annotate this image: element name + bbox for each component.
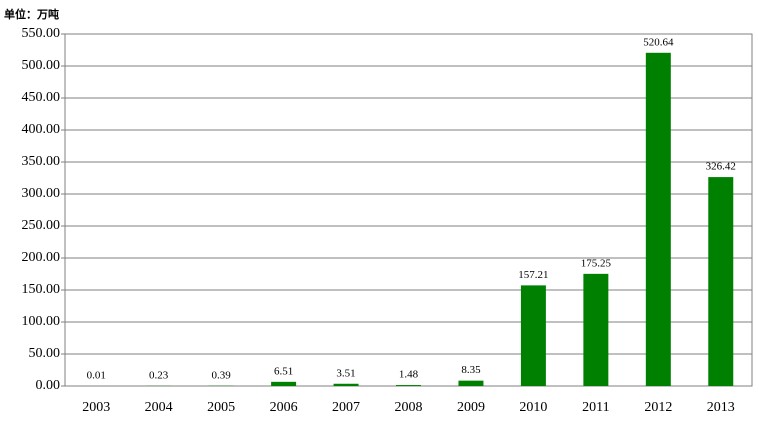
x-tick-label: 2012 [644, 400, 672, 415]
y-tick-label: 0.00 [36, 378, 61, 393]
value-label: 3.51 [336, 367, 355, 379]
value-label: 175.25 [581, 257, 612, 269]
y-tick-label: 150.00 [22, 282, 61, 297]
y-tick-label: 50.00 [29, 346, 61, 361]
value-label: 8.35 [461, 364, 481, 376]
bar [396, 385, 421, 386]
x-tick-label: 2006 [270, 400, 298, 415]
unit-label: 单位：万吨 [4, 7, 59, 21]
y-tick-label: 200.00 [22, 250, 61, 265]
bar [645, 52, 671, 386]
value-label: 520.64 [643, 36, 674, 48]
value-label: 0.39 [212, 369, 232, 381]
y-tick-label: 400.00 [22, 122, 61, 137]
y-tick-label: 250.00 [22, 218, 61, 233]
bar [520, 285, 546, 386]
x-tick-label: 2007 [332, 400, 360, 415]
value-label: 1.48 [399, 369, 419, 381]
bar [708, 177, 734, 386]
x-tick-label: 2013 [707, 400, 735, 415]
bar [271, 381, 297, 386]
x-tick-label: 2011 [582, 400, 609, 415]
bar [458, 380, 484, 386]
x-tick-label: 2009 [457, 400, 485, 415]
value-label: 326.42 [706, 161, 736, 173]
value-label: 157.21 [518, 269, 548, 281]
x-tick-label: 2004 [145, 400, 173, 415]
y-tick-label: 450.00 [22, 90, 61, 105]
value-label: 0.23 [149, 369, 169, 381]
bar [583, 273, 609, 386]
x-tick-label: 2010 [519, 400, 547, 415]
x-tick-label: 2008 [395, 400, 423, 415]
y-tick-label: 350.00 [22, 154, 61, 169]
x-tick-label: 2005 [207, 400, 235, 415]
y-tick-label: 550.00 [22, 26, 61, 41]
value-label: 6.51 [274, 365, 293, 377]
y-tick-label: 500.00 [22, 58, 61, 73]
x-tick-label: 2003 [82, 400, 110, 415]
y-tick-label: 300.00 [22, 186, 61, 201]
y-tick-label: 100.00 [22, 314, 61, 329]
bar [333, 383, 359, 386]
value-label: 0.01 [87, 370, 106, 382]
